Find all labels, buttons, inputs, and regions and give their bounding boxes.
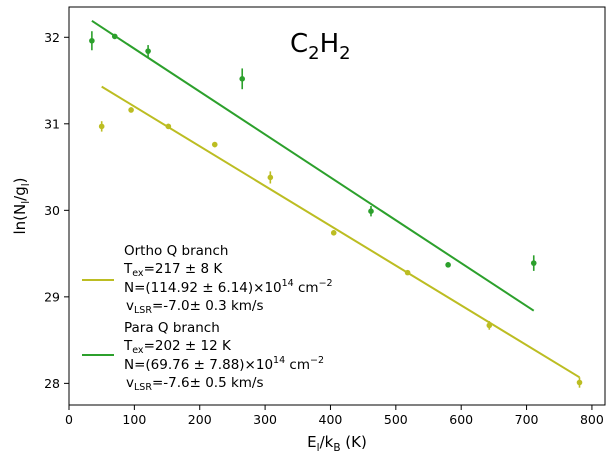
- legend-entry-ortho: Ortho Q branch Tex=217 ± 8 K N=(114.92 ±…: [82, 243, 333, 316]
- data-point-para: [368, 208, 374, 214]
- title-c: C: [290, 29, 308, 59]
- data-point-ortho: [576, 379, 583, 386]
- legend-para-tex: Tex=202 ± 12 K: [123, 338, 232, 356]
- x-tick-label: 100: [122, 412, 146, 427]
- x-tick-label: 600: [449, 412, 473, 427]
- title-sub2: 2: [339, 43, 350, 64]
- data-point-ortho: [330, 230, 337, 236]
- data-point-para: [445, 262, 451, 268]
- data-point-ortho: [165, 123, 172, 130]
- legend-para-name: Para Q branch: [124, 320, 220, 336]
- data-point-ortho: [486, 322, 493, 329]
- y-axis-label: ln(Nl/gl): [11, 177, 32, 234]
- legend: Ortho Q branch Tex=217 ± 8 K N=(114.92 ±…: [82, 243, 333, 393]
- x-axis-label: El/kB (K): [307, 433, 367, 453]
- legend-para-n: N=(69.76 ± 7.88)×1014 cm−2: [124, 355, 324, 373]
- chart-title: C2H2: [290, 29, 351, 64]
- data-point-ortho: [98, 123, 105, 130]
- data-point-para: [111, 33, 118, 40]
- title-sub1: 2: [308, 43, 319, 64]
- data-point-ortho: [404, 269, 411, 276]
- y-tick-label: 29: [44, 289, 60, 304]
- x-tick-label: 400: [319, 412, 343, 427]
- y-tick-label: 32: [44, 30, 60, 45]
- data-point-ortho: [128, 107, 134, 113]
- x-tick-label: 200: [188, 412, 212, 427]
- x-tick-label: 800: [580, 412, 604, 427]
- plot-layer: 0 100 200 300 400 500 600 700 800 28 29 30 31 32: [44, 20, 604, 427]
- fit-line-ortho: [101, 85, 581, 379]
- x-tick-label: 0: [65, 412, 73, 427]
- data-point-para: [239, 76, 246, 82]
- legend-ortho-name: Ortho Q branch: [124, 243, 228, 259]
- legend-entry-para: Para Q branch Tex=202 ± 12 K N=(69.76 ± …: [82, 320, 324, 393]
- legend-ortho-vlsr: vLSR=-7.0± 0.3 km/s: [126, 298, 264, 316]
- title-h: H: [320, 29, 340, 59]
- data-point-ortho: [211, 141, 218, 148]
- data-point-para: [89, 37, 95, 44]
- x-tick-label: 300: [253, 412, 277, 427]
- legend-para-vlsr: vLSR=-7.6± 0.5 km/s: [126, 375, 264, 393]
- y-tick-label: 31: [44, 116, 60, 131]
- legend-ortho-tex: Tex=217 ± 8 K: [123, 261, 223, 279]
- data-point-para: [530, 260, 537, 266]
- y-tick-label: 30: [44, 203, 60, 218]
- x-tick-label: 700: [515, 412, 539, 427]
- plot-frame: [68, 6, 606, 406]
- y-tick-label: 28: [44, 376, 60, 391]
- x-tick-label: 500: [384, 412, 408, 427]
- data-point-para: [145, 48, 151, 54]
- fit-line-para: [91, 20, 535, 312]
- data-point-ortho: [267, 174, 274, 181]
- legend-ortho-n: N=(114.92 ± 6.14)×1014 cm−2: [124, 278, 333, 296]
